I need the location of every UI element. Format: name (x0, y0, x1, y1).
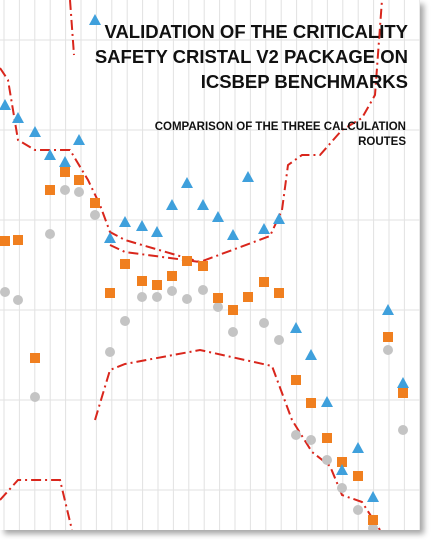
marker-square (30, 353, 40, 363)
marker-triangle (59, 156, 71, 167)
marker-triangle (258, 223, 270, 234)
marker-circle (291, 430, 301, 440)
subtitle-line: ROUTES (358, 136, 406, 148)
marker-triangle (44, 149, 56, 160)
limit-line (0, 479, 73, 530)
marker-triangle (321, 396, 333, 407)
marker-triangle (290, 322, 302, 333)
marker-triangle (29, 126, 41, 137)
marker-square (259, 277, 269, 287)
marker-circle (353, 505, 363, 515)
marker-circle (337, 483, 347, 493)
marker-triangle (367, 491, 379, 502)
background-chart (0, 0, 420, 530)
marker-triangle (382, 304, 394, 315)
marker-triangle (181, 177, 193, 188)
marker-circle (182, 294, 192, 304)
marker-square (105, 288, 115, 298)
marker-triangle (151, 226, 163, 237)
marker-triangle (305, 349, 317, 360)
marker-square (291, 375, 301, 385)
marker-triangle (352, 442, 364, 453)
marker-circle (274, 335, 284, 345)
marker-circle (259, 318, 269, 328)
marker-triangle (73, 134, 85, 145)
marker-circle (105, 347, 115, 357)
marker-triangle (197, 199, 209, 210)
marker-triangle (166, 199, 178, 210)
title-line: ICSBEP BENCHMARKS (201, 71, 408, 92)
marker-square (228, 305, 238, 315)
marker-circle (90, 210, 100, 220)
marker-circle (13, 295, 23, 305)
marker-circle (45, 229, 55, 239)
marker-square (13, 235, 23, 245)
marker-square (274, 288, 284, 298)
marker-circle (152, 292, 162, 302)
title-line: VALIDATION OF THE CRITICALITY (104, 21, 408, 42)
limit-line (94, 348, 381, 530)
marker-circle (120, 316, 130, 326)
marker-triangle (242, 171, 254, 182)
marker-square (383, 332, 393, 342)
marker-circle (213, 302, 223, 312)
marker-square (198, 261, 208, 271)
marker-circle (137, 292, 147, 302)
limit-line (109, 244, 201, 263)
marker-circle (383, 345, 393, 355)
marker-square (182, 256, 192, 266)
limit-line (69, 0, 75, 56)
title-block: VALIDATION OF THE CRITICALITY SAFETY CRI… (95, 21, 409, 148)
marker-triangle (273, 213, 285, 224)
marker-triangle (0, 99, 11, 110)
marker-triangle (212, 211, 224, 222)
marker-square (90, 198, 100, 208)
marker-circle (398, 425, 408, 435)
marker-square (322, 433, 332, 443)
marker-square (45, 185, 55, 195)
marker-circle (322, 455, 332, 465)
marker-circle (228, 327, 238, 337)
marker-triangle (89, 14, 101, 25)
marker-triangle (336, 464, 348, 475)
marker-triangle (12, 112, 24, 123)
marker-square (167, 271, 177, 281)
title-line: SAFETY CRISTAL V2 PACKAGE ON (95, 46, 408, 67)
limit-line (0, 0, 383, 264)
marker-square (0, 236, 10, 246)
marker-triangle (397, 377, 409, 388)
marker-circle (198, 285, 208, 295)
marker-square (368, 515, 378, 525)
marker-square (152, 280, 162, 290)
marker-circle (0, 287, 10, 297)
page-sheet (0, 0, 420, 530)
marker-triangle (227, 229, 239, 240)
marker-square (137, 276, 147, 286)
marker-circle (167, 286, 177, 296)
marker-square (337, 457, 347, 467)
marker-triangle (119, 216, 131, 227)
marker-square (353, 471, 363, 481)
marker-circle (30, 392, 40, 402)
subtitle-line: COMPARISON OF THE THREE CALCULATION (155, 121, 406, 133)
marker-circle (306, 435, 316, 445)
marker-square (398, 388, 408, 398)
marker-circle (60, 185, 70, 195)
marker-square (306, 398, 316, 408)
marker-square (213, 293, 223, 303)
marker-square (74, 175, 84, 185)
marker-square (60, 167, 70, 177)
marker-square (243, 292, 253, 302)
marker-triangle (104, 232, 116, 243)
marker-square (120, 259, 130, 269)
marker-circle (74, 187, 84, 197)
marker-triangle (136, 220, 148, 231)
